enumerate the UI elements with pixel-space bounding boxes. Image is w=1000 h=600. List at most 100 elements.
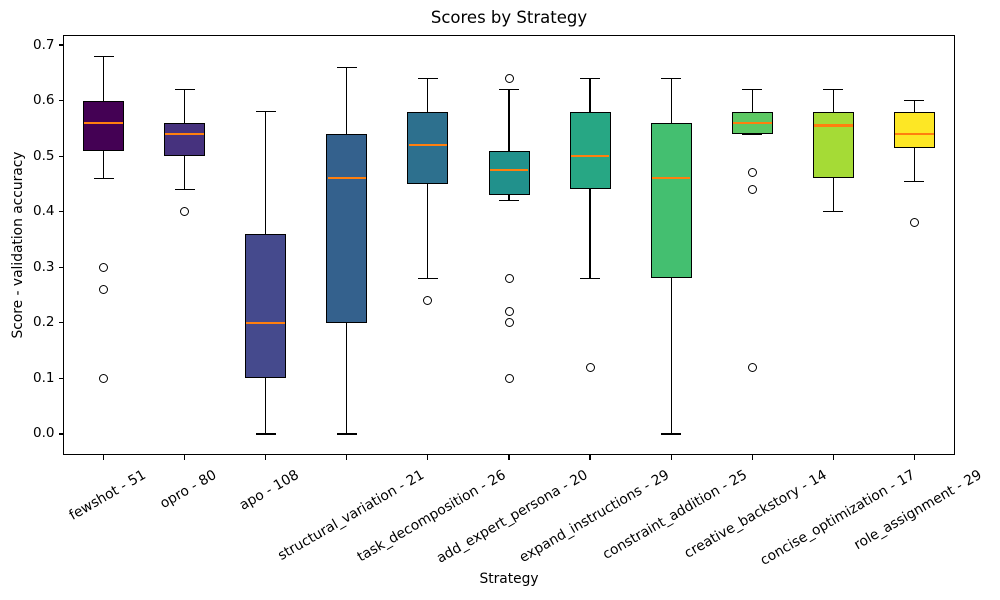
outlier-marker: [909, 218, 919, 228]
upper-whisker: [913, 100, 916, 112]
y-tick-mark: [58, 266, 63, 268]
median-line: [814, 124, 853, 127]
outlier-marker: [180, 207, 190, 217]
lower-whisker: [508, 195, 510, 201]
x-tick-mark: [508, 455, 510, 460]
x-tick-mark: [589, 455, 591, 460]
median-line: [408, 143, 448, 147]
x-tick-mark: [751, 455, 753, 460]
box-9: [812, 111, 854, 179]
lower-cap: [823, 211, 844, 213]
x-tick-mark: [184, 455, 186, 460]
x-tick-label: fewshot - 51: [66, 467, 149, 524]
x-tick-mark: [913, 455, 916, 460]
outlier-marker: [504, 307, 514, 317]
median-line: [895, 132, 934, 135]
lower-cap: [904, 180, 925, 182]
upper-whisker: [751, 89, 753, 112]
upper-cap: [499, 88, 519, 91]
box-2: [245, 233, 287, 379]
x-tick-label: role_assignment - 29: [851, 467, 985, 554]
axes-frame: [63, 35, 955, 455]
upper-cap: [255, 111, 276, 113]
upper-whisker: [346, 67, 348, 134]
median-line: [489, 168, 529, 172]
box-4: [407, 111, 449, 184]
lower-cap: [93, 177, 114, 179]
y-tick-label: 0.4: [33, 203, 55, 220]
box-1: [164, 122, 206, 157]
x-tick-label: constraint_addition - 25: [600, 467, 751, 563]
box-3: [326, 133, 368, 323]
lower-cap: [742, 133, 763, 135]
upper-whisker: [427, 78, 429, 112]
upper-whisker: [184, 89, 186, 123]
y-tick-mark: [58, 433, 63, 435]
y-tick-label: 0.2: [33, 314, 55, 331]
box-10: [893, 111, 935, 148]
lower-whisker: [670, 278, 672, 434]
lower-cap: [499, 199, 519, 202]
outlier-marker: [504, 373, 514, 383]
median-line: [246, 321, 286, 324]
upper-cap: [93, 55, 114, 57]
lower-cap: [417, 277, 438, 279]
upper-whisker: [589, 78, 591, 112]
y-tick-label: 0.3: [33, 258, 55, 275]
box-7: [650, 122, 692, 279]
y-tick-mark: [58, 211, 63, 213]
outlier-marker: [99, 285, 109, 294]
outlier-marker: [747, 362, 757, 372]
lower-whisker: [102, 150, 105, 179]
y-tick-label: 0.7: [33, 36, 55, 53]
lower-cap: [336, 433, 357, 435]
median-line: [327, 177, 367, 180]
upper-whisker: [670, 78, 672, 123]
median-line: [165, 132, 204, 135]
lower-cap: [580, 277, 601, 279]
y-tick-mark: [58, 322, 63, 324]
outlier-marker: [423, 296, 433, 306]
x-tick-mark: [427, 455, 429, 460]
x-tick-label: creative_backstory - 14: [682, 467, 831, 562]
upper-whisker: [832, 89, 834, 112]
y-tick-mark: [58, 99, 63, 102]
x-tick-mark: [346, 455, 348, 460]
y-tick-label: 0.1: [33, 369, 55, 386]
lower-whisker: [832, 178, 834, 212]
upper-cap: [661, 77, 682, 79]
median-line: [651, 177, 691, 180]
x-tick-label: add_expert_persona - 20: [434, 467, 592, 567]
lower-cap: [661, 433, 682, 435]
x-tick-label: opro - 80: [157, 467, 220, 513]
x-axis-label: Strategy: [479, 571, 539, 587]
x-tick-mark: [670, 455, 672, 460]
outlier-marker: [504, 273, 514, 283]
lower-whisker: [427, 183, 429, 279]
upper-whisker: [102, 56, 105, 101]
x-tick-mark: [265, 455, 267, 460]
outlier-marker: [585, 362, 595, 372]
upper-cap: [417, 77, 438, 79]
lower-whisker: [184, 156, 186, 190]
y-tick-mark: [58, 44, 63, 46]
box-5: [488, 150, 530, 196]
outlier-marker: [747, 184, 757, 194]
upper-cap: [336, 66, 357, 68]
upper-cap: [823, 88, 844, 91]
lower-whisker: [589, 189, 591, 279]
upper-cap: [904, 99, 925, 102]
median-line: [84, 121, 123, 124]
median-line: [570, 155, 610, 158]
y-tick-mark: [58, 155, 63, 157]
upper-cap: [742, 88, 763, 91]
lower-whisker: [265, 378, 267, 434]
box-0: [83, 100, 125, 151]
lower-cap: [174, 188, 195, 191]
x-tick-mark: [832, 455, 834, 460]
upper-whisker: [265, 111, 267, 234]
upper-cap: [174, 88, 195, 91]
outlier-marker: [99, 262, 109, 272]
